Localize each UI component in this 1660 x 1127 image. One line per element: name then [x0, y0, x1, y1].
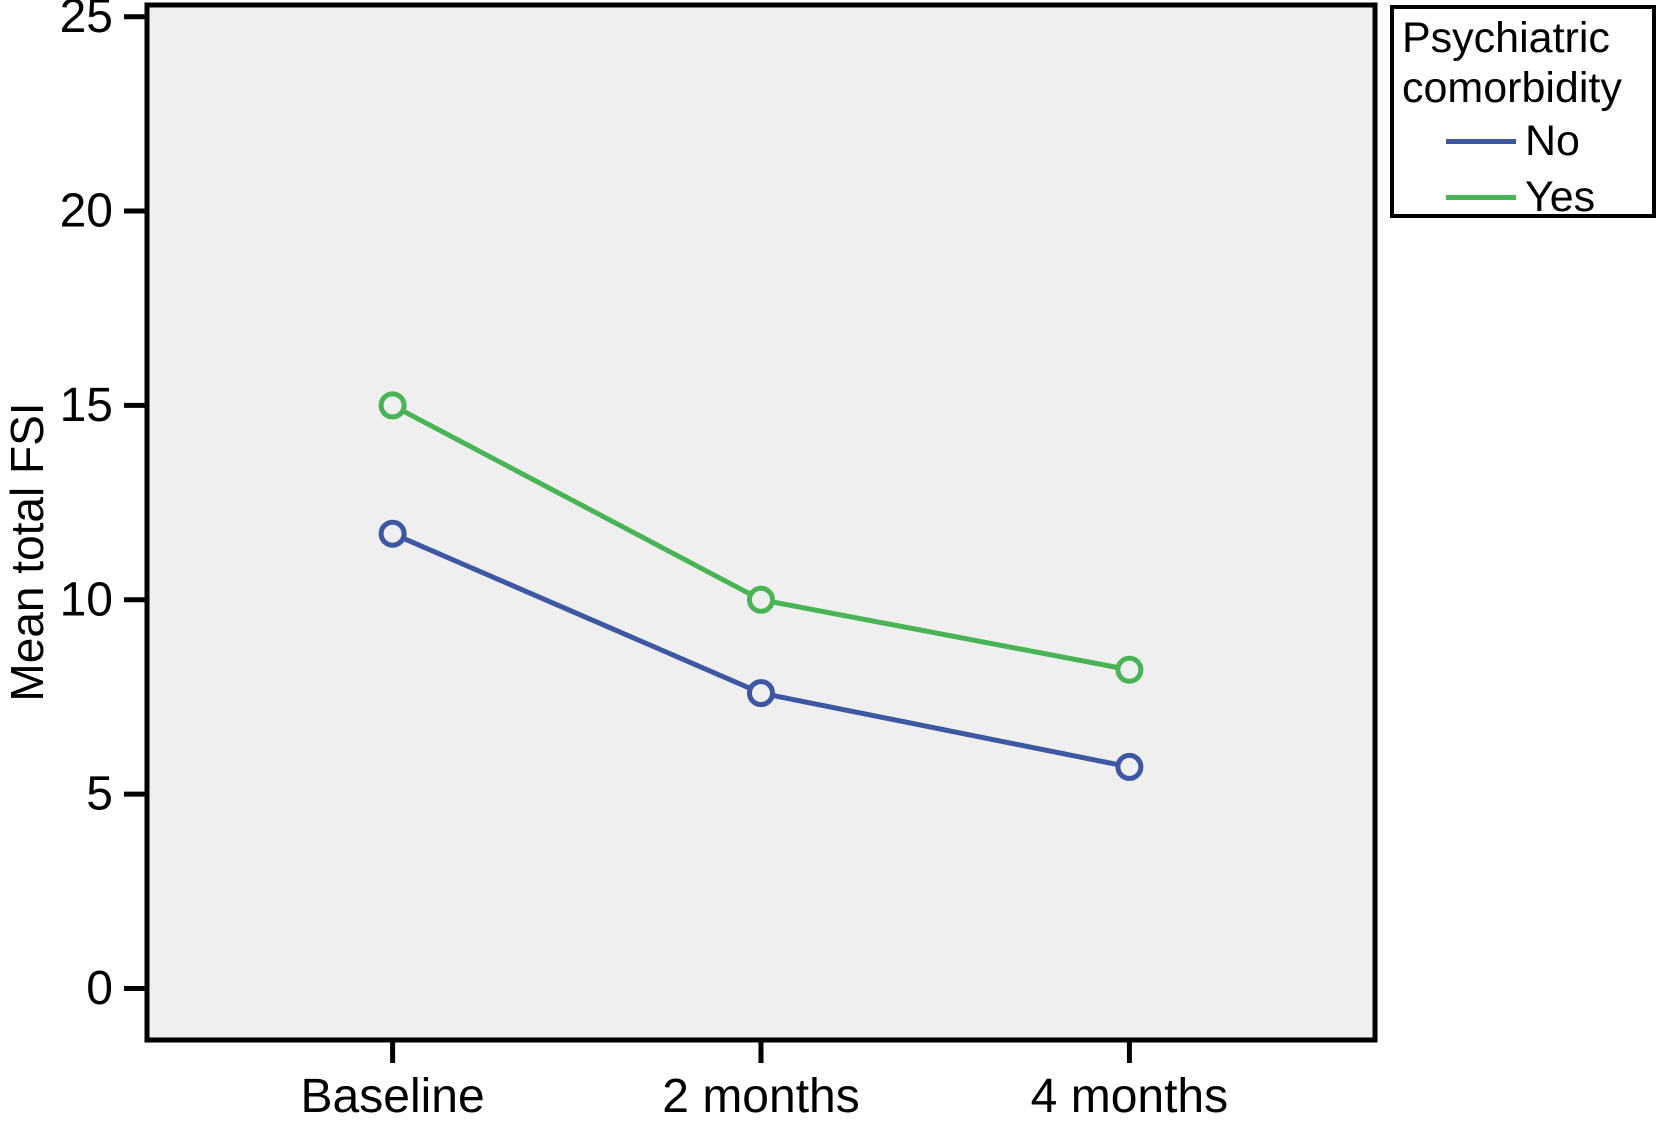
y-axis-title: Mean total FSI: [1, 402, 53, 701]
y-tick-label-25: 25: [60, 0, 113, 43]
data-point-no-2: [747, 679, 775, 708]
data-point-no-1: [378, 519, 407, 548]
legend-swatch-no-line: [1446, 138, 1516, 144]
data-point-yes-2: [747, 585, 775, 614]
legend: Psychiatric comorbidity No Yes: [1390, 5, 1656, 221]
x-tick-label-3: 4 months: [1031, 1070, 1228, 1123]
legend-entry-yes: Yes: [1446, 173, 1652, 221]
y-tick-label-10: 10: [60, 573, 113, 626]
data-point-no-3: [1115, 752, 1144, 781]
x-tick-label-2: 2 months: [662, 1070, 859, 1123]
legend-label-no: No: [1525, 117, 1580, 165]
y-tick-label-5: 5: [86, 768, 113, 821]
y-tick-label-0: 0: [86, 962, 113, 1015]
plot-area: [144, 2, 1378, 1043]
y-tick-label-20: 20: [60, 185, 113, 238]
legend-entry-no: No: [1446, 117, 1652, 165]
y-tick-label-15: 15: [60, 379, 113, 432]
data-point-yes-1: [378, 391, 407, 420]
legend-label-yes: Yes: [1525, 173, 1596, 221]
x-tick-label-1: Baseline: [301, 1070, 485, 1123]
legend-title: Psychiatric comorbidity: [1402, 14, 1622, 112]
data-point-yes-3: [1115, 655, 1144, 684]
legend-swatch-yes-line: [1446, 194, 1516, 200]
